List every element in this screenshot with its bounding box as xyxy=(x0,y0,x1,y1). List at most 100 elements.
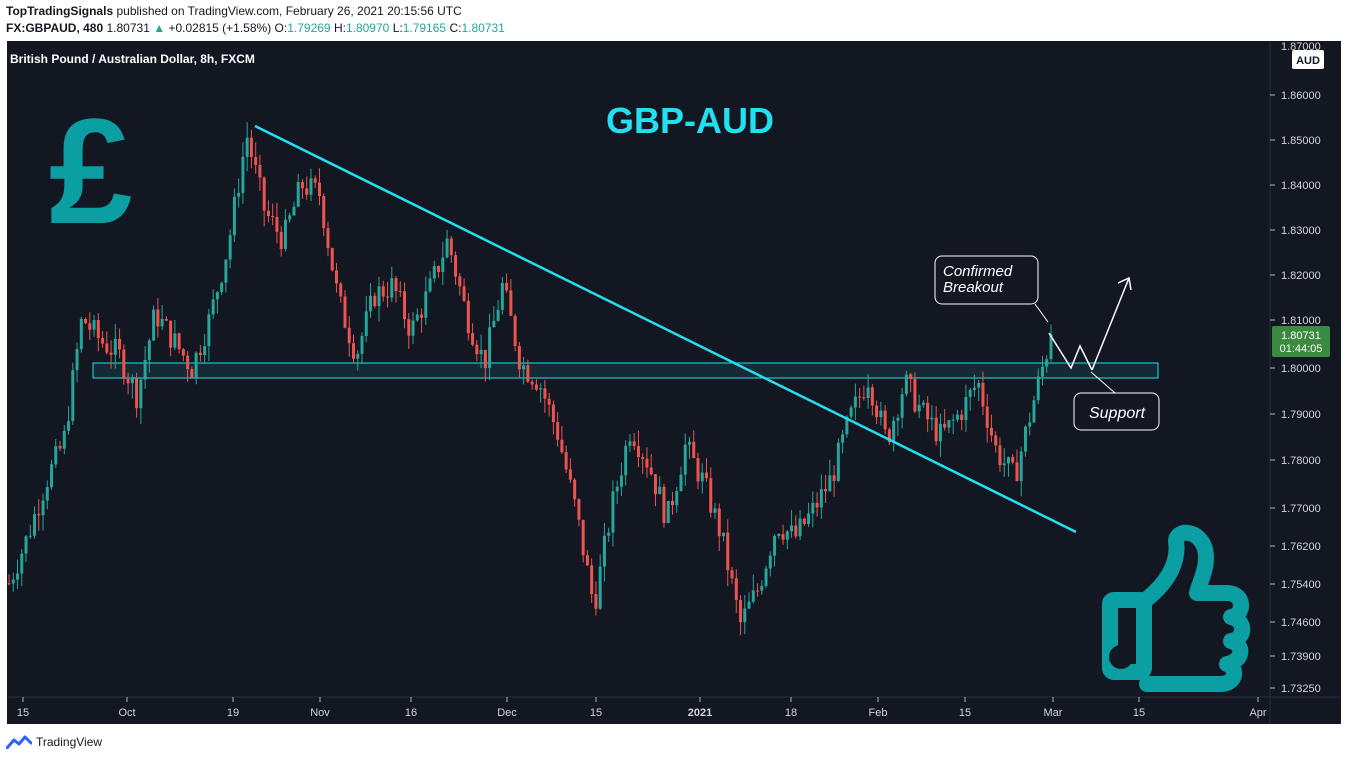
candle xyxy=(437,265,441,278)
candle xyxy=(836,438,840,482)
candle xyxy=(513,313,517,352)
candle xyxy=(373,292,377,309)
time-tick-label: Dec xyxy=(497,707,517,719)
price-axis[interactable]: 1.86000 1.85000 1.84000 1.83000 1.82000 1.810… xyxy=(1270,41,1321,695)
candle xyxy=(7,574,11,586)
candle xyxy=(977,380,981,402)
price-chart[interactable]: 1.86000 1.85000 1.84000 1.83000 1.82000 1.810… xyxy=(7,41,1341,724)
candle xyxy=(186,350,190,382)
candle xyxy=(156,298,160,338)
candle xyxy=(539,383,543,403)
price-tick-label: 1.83000 xyxy=(1281,225,1321,237)
candle xyxy=(415,308,419,322)
time-tick-label: Nov xyxy=(310,707,330,719)
candle xyxy=(305,176,309,200)
candle xyxy=(870,384,874,416)
candle xyxy=(909,373,913,393)
candle xyxy=(343,290,347,329)
candle xyxy=(296,173,300,208)
candle xyxy=(500,276,504,315)
candle xyxy=(658,476,662,495)
candle xyxy=(71,362,75,425)
candle xyxy=(938,413,942,457)
time-tick-label: Feb xyxy=(869,707,888,719)
candle xyxy=(934,405,938,446)
candle xyxy=(526,359,530,384)
candle xyxy=(828,459,832,492)
candle xyxy=(896,414,900,436)
candle xyxy=(262,176,266,227)
time-tick-label: 15 xyxy=(959,707,971,719)
candle xyxy=(866,374,870,409)
descending-trendline xyxy=(254,124,1077,534)
candle xyxy=(917,394,921,419)
candle xyxy=(203,334,207,363)
candle xyxy=(322,193,326,236)
candle xyxy=(1032,395,1036,424)
candle xyxy=(972,374,976,397)
candle xyxy=(743,595,747,635)
low-label: L: xyxy=(392,21,403,35)
candle xyxy=(1045,355,1049,373)
time-tick-label: Oct xyxy=(118,707,135,719)
candle xyxy=(594,581,598,616)
candle xyxy=(875,400,879,425)
candle xyxy=(143,346,147,390)
time-tick-label: Mar xyxy=(1044,707,1063,719)
candle xyxy=(126,372,130,395)
price-tick-label: 1.86000 xyxy=(1281,90,1321,102)
candle xyxy=(913,372,917,414)
candle xyxy=(326,221,330,257)
candle xyxy=(841,429,845,454)
chart-title: GBP-AUD xyxy=(606,100,774,141)
footer-brand[interactable]: TradingView xyxy=(36,735,103,749)
last-price-badge-value: 1.80731 xyxy=(1281,330,1321,342)
candle xyxy=(543,379,547,413)
symbol-label[interactable]: FX:GBPAUD, 480 xyxy=(6,21,104,35)
open-value: 1.79269 xyxy=(287,21,331,35)
candle xyxy=(773,534,777,567)
candle xyxy=(279,225,283,257)
candle xyxy=(266,200,270,223)
candle xyxy=(602,522,606,582)
candle xyxy=(879,401,883,426)
candle xyxy=(475,339,479,362)
candle xyxy=(147,338,151,373)
tradingview-logo-icon[interactable] xyxy=(6,735,32,749)
candle xyxy=(785,530,789,550)
candle xyxy=(794,515,798,539)
candle xyxy=(904,370,908,397)
resistance-support-zone xyxy=(92,362,1159,379)
candle xyxy=(926,396,930,433)
author-name[interactable]: TopTradingSignals xyxy=(6,4,114,18)
candle xyxy=(249,129,253,169)
candle xyxy=(292,201,296,216)
candle xyxy=(28,524,32,539)
candle xyxy=(670,491,674,515)
candle xyxy=(994,431,998,453)
candle xyxy=(62,425,66,455)
candle xyxy=(1036,368,1040,405)
chart-panel[interactable]: 1.86000 1.85000 1.84000 1.83000 1.82000 1.810… xyxy=(7,41,1341,724)
candle xyxy=(768,551,772,577)
currency-badge[interactable] xyxy=(1292,50,1324,69)
candle xyxy=(781,524,785,545)
time-axis[interactable]: 15 Oct 19 Nov 16 Dec 15 2021 18 Feb 15 Mar 15 Apr xyxy=(17,697,1267,719)
candle xyxy=(517,341,521,378)
support-label: Support xyxy=(1089,405,1146,422)
last-price-badge xyxy=(1272,326,1330,357)
candle xyxy=(207,308,211,362)
candle xyxy=(675,486,679,513)
candle xyxy=(398,281,402,297)
candle xyxy=(275,202,279,244)
candle xyxy=(930,404,934,431)
support-callout[interactable]: Support xyxy=(1073,371,1160,431)
candle xyxy=(705,458,709,482)
candle xyxy=(641,453,645,475)
confirmed-breakout-callout[interactable]: Confirmed Breakout xyxy=(934,255,1049,323)
change-arrow-icon: ▲ xyxy=(153,21,166,35)
candle xyxy=(101,330,105,348)
candle xyxy=(522,356,526,385)
candle xyxy=(819,474,823,519)
candle xyxy=(798,510,802,541)
